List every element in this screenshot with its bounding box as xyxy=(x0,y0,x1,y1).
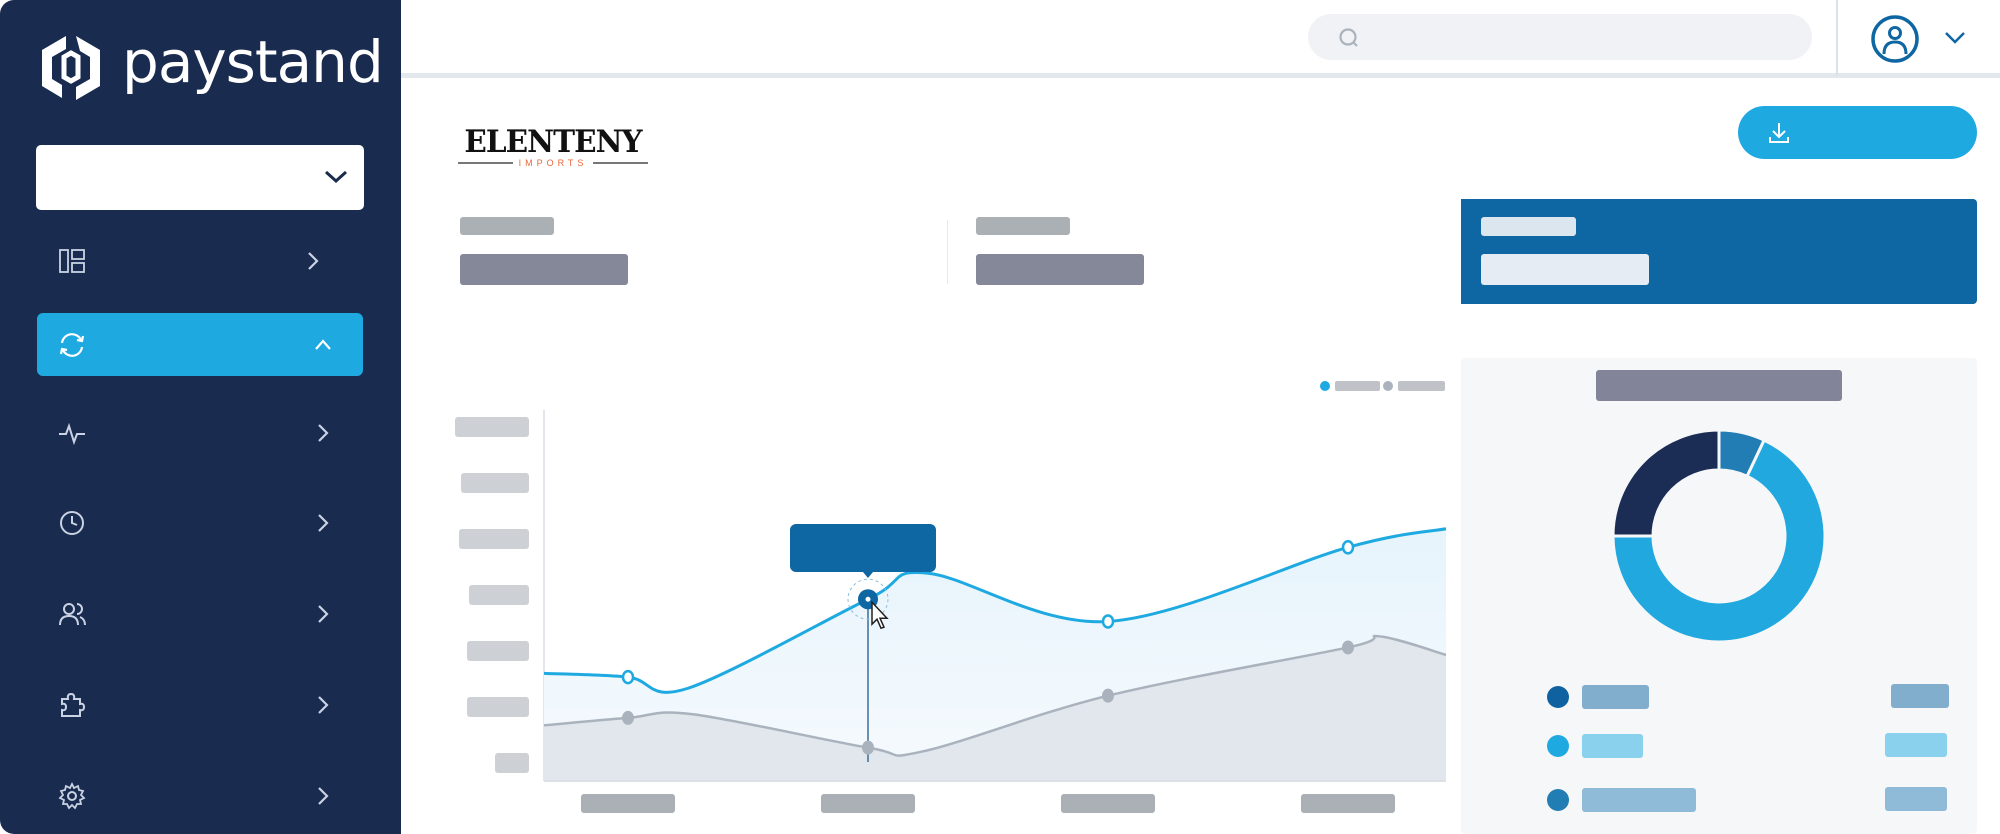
y-tick-label xyxy=(455,417,529,437)
search-input[interactable] xyxy=(1308,14,1812,60)
search-icon xyxy=(1339,28,1358,47)
chevron-right-icon xyxy=(318,787,329,805)
legend-label xyxy=(1582,788,1696,812)
chevron-down-icon xyxy=(324,170,348,184)
data-point xyxy=(1101,614,1115,629)
download-icon xyxy=(1769,123,1789,143)
tooltip-pointer xyxy=(863,572,873,578)
customer-logo: ELENTENY IMPORTS xyxy=(458,124,648,168)
top-bar xyxy=(401,0,2000,78)
y-tick-label xyxy=(461,473,529,493)
y-tick-label xyxy=(459,529,529,549)
line-chart xyxy=(455,381,1447,813)
stat-label-placeholder xyxy=(460,217,554,235)
legend-dot xyxy=(1547,789,1569,811)
stat-label-placeholder xyxy=(976,217,1070,235)
donut-slice[interactable] xyxy=(1611,438,1827,644)
chevron-right-icon xyxy=(308,252,319,270)
stat-divider xyxy=(947,220,948,284)
data-point xyxy=(621,669,635,685)
legend-value xyxy=(1885,733,1947,757)
sidebar-item-gear[interactable] xyxy=(37,764,363,827)
chevron-right-icon xyxy=(318,424,329,442)
series-line xyxy=(543,634,1447,757)
legend-dot xyxy=(1320,381,1330,391)
stat-value-placeholder xyxy=(1481,254,1649,285)
chevron-down-icon[interactable] xyxy=(1944,31,1966,45)
series-line xyxy=(543,527,1447,694)
data-point xyxy=(622,710,634,725)
x-tick-label xyxy=(821,794,915,813)
customer-logo-name: ELENTENY xyxy=(464,124,642,160)
users-icon xyxy=(59,603,86,626)
puzzle-icon xyxy=(61,692,86,717)
y-tick-label xyxy=(467,641,529,661)
sidebar-item-dashboard[interactable] xyxy=(37,229,363,292)
sidebar-item-users[interactable] xyxy=(37,582,363,645)
chevron-right-icon xyxy=(318,696,329,714)
stat-value-placeholder xyxy=(976,254,1144,285)
customer-logo-tagline: IMPORTS xyxy=(518,158,588,168)
clock-icon xyxy=(60,511,84,535)
download-button[interactable] xyxy=(1738,106,1977,159)
paystand-logo-icon xyxy=(42,36,100,100)
legend-value xyxy=(1885,787,1947,811)
stat-value-placeholder xyxy=(460,254,628,285)
x-tick-label xyxy=(1061,794,1155,813)
donut-slice[interactable] xyxy=(1611,428,1721,538)
chevron-right-icon xyxy=(318,605,329,623)
legend-dot xyxy=(1547,686,1569,708)
legend-label xyxy=(1582,685,1649,709)
donut-chart xyxy=(1547,428,1949,812)
data-point xyxy=(862,740,874,755)
account-select[interactable] xyxy=(36,145,364,210)
legend-label xyxy=(1582,734,1643,758)
data-point xyxy=(1102,688,1114,703)
donut-title-placeholder xyxy=(1596,370,1842,401)
x-tick-label xyxy=(1301,794,1395,813)
y-tick-label xyxy=(467,697,529,717)
tooltip xyxy=(790,524,936,572)
sync-icon xyxy=(59,333,85,357)
chevron-up-icon xyxy=(315,339,331,350)
activity-icon xyxy=(59,422,85,446)
data-point xyxy=(1341,540,1355,555)
sidebar-item-clock[interactable] xyxy=(37,491,363,554)
legend-value xyxy=(1891,684,1949,708)
x-tick-label xyxy=(581,794,675,813)
legend-dot xyxy=(1383,381,1393,391)
legend-label xyxy=(1398,381,1445,391)
chevron-right-icon xyxy=(318,514,329,532)
hover-ring xyxy=(847,578,889,620)
sidebar: paystand xyxy=(0,0,401,834)
brand-name: paystand xyxy=(122,28,384,96)
header-divider xyxy=(1836,0,1838,76)
sidebar-item-activity[interactable] xyxy=(37,401,363,464)
dashboard-icon xyxy=(59,249,85,273)
sidebar-item-puzzle[interactable] xyxy=(37,673,363,736)
stat-label-placeholder xyxy=(1481,217,1576,236)
legend-label xyxy=(1335,381,1380,391)
sidebar-item-sync[interactable] xyxy=(37,313,363,376)
cursor-icon xyxy=(871,600,889,630)
gear-icon xyxy=(58,781,86,810)
user-circle-icon[interactable] xyxy=(1870,14,1920,64)
stat-card-highlighted[interactable] xyxy=(1461,199,1977,304)
y-tick-label xyxy=(495,753,529,773)
y-tick-label xyxy=(469,585,529,605)
legend-dot xyxy=(1547,735,1569,757)
data-point xyxy=(1342,640,1354,655)
data-point-center xyxy=(865,596,871,602)
